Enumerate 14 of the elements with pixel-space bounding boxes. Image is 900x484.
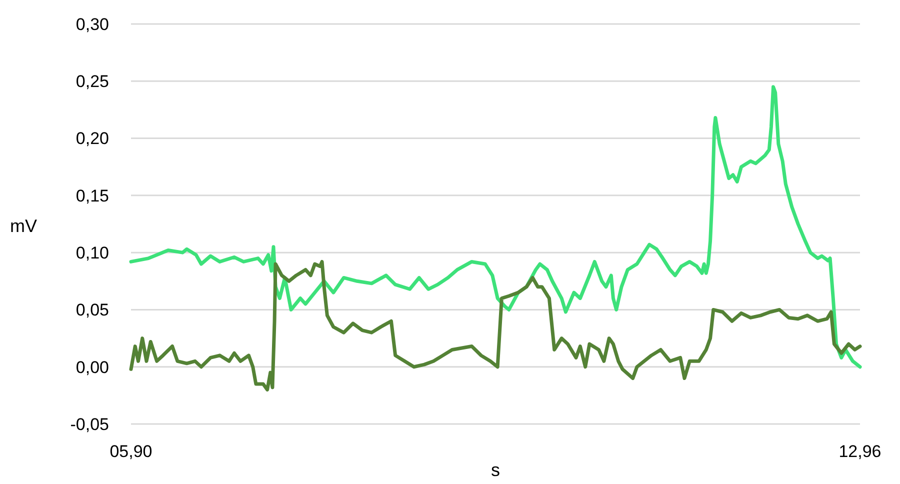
line-series <box>129 260 862 392</box>
y-tick-label: 0,30 <box>76 14 109 34</box>
y-axis-title: mV <box>10 216 37 236</box>
x-tick-label: 12,96 <box>838 442 882 461</box>
y-tick-label: 0,00 <box>76 358 109 377</box>
y-tick-label: 0,15 <box>76 186 109 206</box>
x-tick-label: 05,90 <box>110 442 152 461</box>
x-axis-title: s <box>491 460 500 480</box>
y-tick-label: 0,10 <box>76 244 109 263</box>
y-tick-label: 0,25 <box>76 72 109 92</box>
y-tick-label: -0,05 <box>70 414 109 434</box>
line-series <box>129 85 862 369</box>
y-tick-label: 0,20 <box>76 129 109 148</box>
y-tick-label: 0,05 <box>76 300 109 320</box>
